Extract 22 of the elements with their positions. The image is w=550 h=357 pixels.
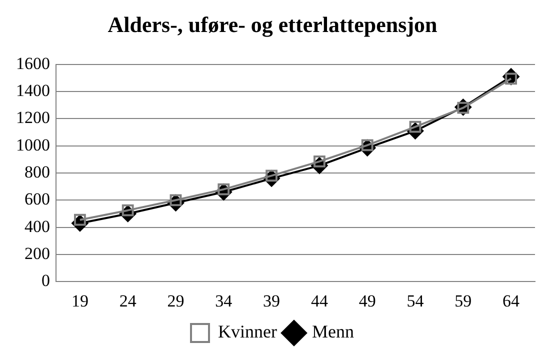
- x-tick-label: 29: [167, 291, 184, 310]
- x-tick-label: 34: [215, 291, 233, 310]
- y-tick-label: 1600: [16, 54, 50, 73]
- x-tick-label: 59: [454, 291, 472, 310]
- x-tick-label: 19: [71, 291, 88, 310]
- x-tick-label: 24: [119, 291, 137, 310]
- y-tick-label: 0: [42, 271, 50, 290]
- x-tick-label: 39: [263, 291, 280, 310]
- x-tick-label: 64: [502, 291, 520, 310]
- y-tick-label: 1000: [16, 135, 50, 154]
- legend-label: Menn: [312, 322, 354, 342]
- x-tick-label: 44: [310, 291, 328, 310]
- y-tick-label: 200: [24, 244, 50, 263]
- y-tick-label: 800: [24, 162, 50, 182]
- y-tick-label: 1400: [16, 81, 50, 100]
- x-tick-label: 49: [358, 291, 376, 310]
- y-tick-label: 1200: [16, 108, 50, 128]
- x-tick-label: 54: [406, 291, 424, 310]
- y-tick-label: 400: [24, 216, 50, 236]
- legend-label: Kvinner: [218, 322, 277, 342]
- chart-title: Alders-, uføre- og etterlattepensjon: [108, 12, 438, 37]
- y-tick-label: 600: [24, 190, 50, 209]
